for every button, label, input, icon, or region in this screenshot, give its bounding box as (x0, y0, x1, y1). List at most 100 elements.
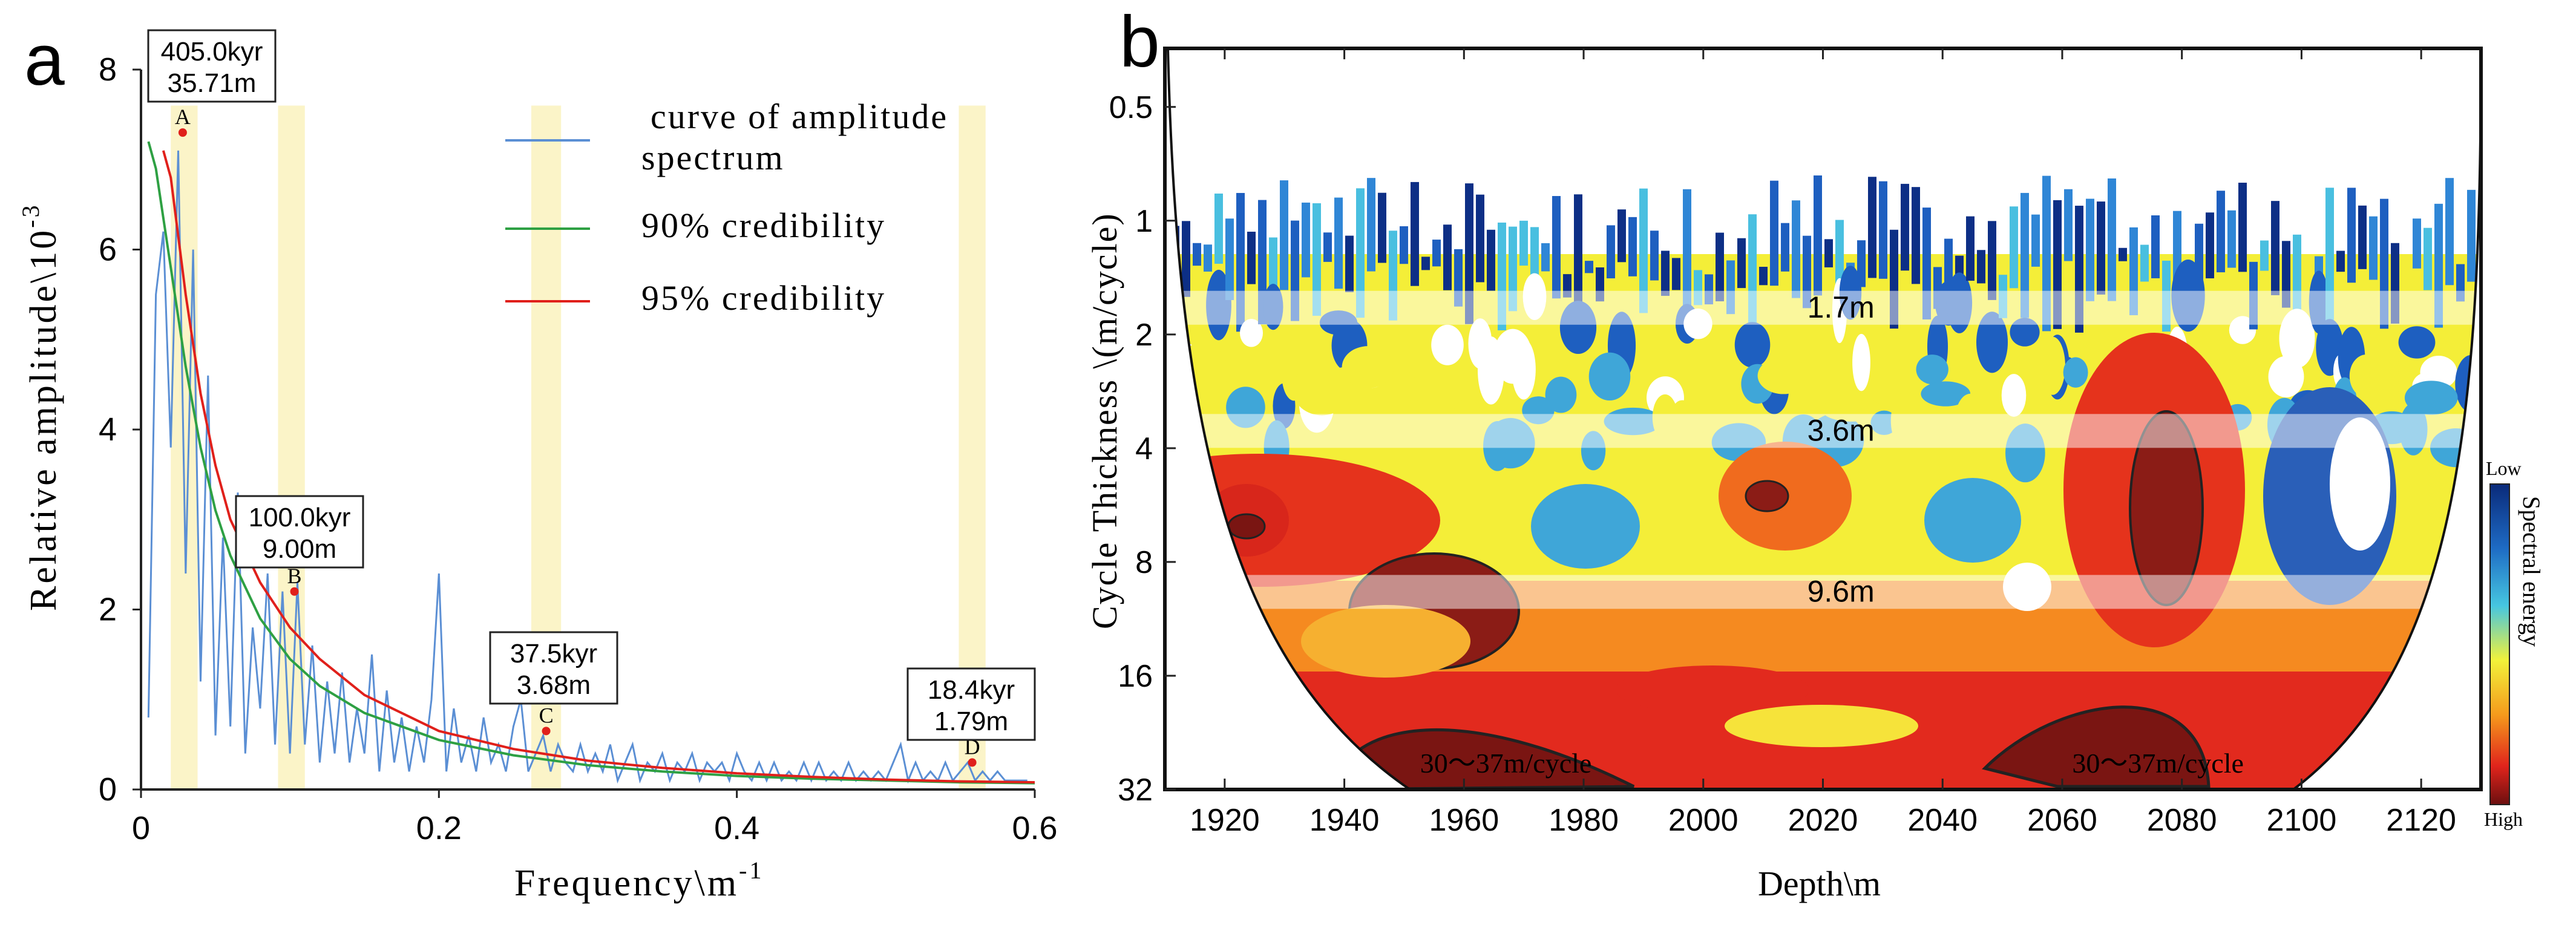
panel-a-label: a (24, 19, 65, 100)
a-x-ticks: 0 0.2 0.4 0.6 (132, 789, 1058, 846)
texture-strip (2227, 210, 2236, 268)
texture-strip (2369, 216, 2378, 280)
texture-strip (1716, 232, 1724, 302)
blob-cyan-1990 (1531, 484, 1640, 569)
blob-white-2110 (2330, 417, 2390, 551)
a-legend: curve of amplitude spectrum 90% credibil… (505, 97, 948, 318)
highlight-band-label: 3.6m (1807, 413, 1875, 447)
peak-box-B (235, 495, 364, 569)
texture-strip (1944, 238, 1953, 292)
texture-strip (2020, 192, 2029, 318)
texture-strip (2424, 227, 2432, 290)
texture-strip (1901, 183, 1909, 271)
b-y-tick-label: 1 (1135, 204, 1153, 239)
texture-strip (1345, 235, 1354, 292)
legend-label-amplitude-1: curve of amplitude (651, 97, 948, 136)
peak-period: 405.0kyr (161, 37, 263, 67)
b-y-axis-label: Cycle Thickness \(m/cycle) (1085, 212, 1124, 629)
texture-blob (1921, 381, 1971, 407)
texture-strip (1585, 261, 1593, 273)
a-y-axis-label: Relative amplitude\10-3 (17, 203, 64, 611)
texture-strip (2108, 178, 2116, 301)
peak-period: 100.0kyr (249, 503, 351, 532)
series-credibility-90 (147, 141, 1035, 785)
texture-strip (1225, 218, 1234, 301)
peak-band-B (278, 105, 305, 789)
texture-strip (1857, 240, 1866, 287)
highlight-band-label: 9.6m (1807, 574, 1875, 608)
legend-label-95: 95% credibility (641, 278, 886, 318)
peak-thickness: 9.00m (263, 534, 336, 564)
b-x-ticks: 1920 1940 1960 1980 2000 2020 2040 2060 2080 2100… (1190, 48, 2456, 838)
b-y-tick-label: 0.5 (1109, 90, 1153, 125)
texture-strip (1280, 180, 1288, 290)
texture-strip (1465, 183, 1473, 324)
texture-strip (2467, 189, 2476, 282)
texture-strip (1432, 240, 1441, 267)
b-y-tick-label: 16 (1118, 659, 1153, 694)
texture-dot (1734, 322, 1771, 368)
texture-strip (2206, 212, 2214, 279)
texture-strip (1759, 267, 1768, 286)
annotation-cycle: 30～37m/cycle (2072, 748, 2244, 779)
b-x-tick-label: 2120 (2386, 803, 2456, 838)
texture-strip (2064, 189, 2073, 261)
peak-letter-C: C (539, 703, 554, 727)
texture-strip (1204, 244, 1212, 272)
texture-strip (1639, 188, 1648, 313)
texture-strip (1574, 194, 1582, 308)
texture-strip (1247, 231, 1256, 284)
texture-strip (1356, 188, 1365, 318)
texture-strip (2151, 215, 2160, 278)
texture-strip (2086, 198, 2094, 301)
cone-of-influence (1167, 48, 2482, 791)
texture-strip (2347, 188, 2356, 283)
a-y-tick-label: 4 (99, 411, 117, 448)
colorbar-low: Low (2486, 457, 2522, 479)
texture-strip (1421, 257, 1430, 270)
wavelet-field: 1.7m 3.6m 9.6m (1168, 48, 2481, 789)
a-y-tick-label: 0 (99, 771, 117, 808)
legend-label-amplitude-2: spectrum (641, 138, 785, 177)
texture-blob (1342, 346, 1394, 388)
texture-strip (1182, 221, 1190, 297)
peak-period: 37.5kyr (510, 639, 597, 668)
peak-box-C (489, 631, 618, 705)
texture-strip (1617, 209, 1626, 263)
b-y-tick-label: 4 (1135, 431, 1153, 466)
a-y-tick-label: 8 (99, 51, 117, 88)
b-x-tick-label: 2060 (2027, 803, 2097, 838)
texture-strip (2336, 250, 2345, 272)
texture-strip (1868, 177, 1876, 278)
texture-blob (2404, 381, 2458, 415)
texture-strip (1607, 225, 1615, 279)
texture-strip (1509, 226, 1517, 312)
texture-strip (1966, 216, 1975, 281)
peak-marker-A (178, 128, 187, 137)
texture-strip (1977, 250, 1985, 284)
texture-strip (2238, 182, 2247, 272)
texture-strip (2010, 206, 2018, 289)
texture-strip (1476, 194, 1484, 283)
b-x-tick-label: 1980 (1549, 803, 1619, 838)
texture-strip (1683, 189, 1691, 313)
texture-strip (1378, 192, 1386, 263)
legend-label-90: 90% credibility (641, 206, 886, 245)
highlight-band-0 (1168, 290, 2481, 325)
b-x-tick-label: 2000 (1668, 803, 1739, 838)
texture-strip (2119, 247, 2127, 261)
highlight-bands: 1.7m 3.6m 9.6m (1168, 290, 2481, 609)
texture-strip (1650, 230, 1659, 281)
blob-dark-1928 (1227, 513, 1266, 540)
a-x-tick-label: 0.2 (416, 810, 462, 846)
b-x-tick-label: 2020 (1788, 803, 1858, 838)
colorbar: Low High Spectral energy (2484, 457, 2545, 830)
b-x-tick-label: 1920 (1190, 803, 1260, 838)
series-amplitude (147, 150, 1027, 784)
texture-strip (1781, 223, 1789, 272)
texture-strip (1552, 196, 1561, 299)
texture-strip (1302, 202, 1310, 278)
b-y-tick-label: 2 (1135, 318, 1153, 353)
